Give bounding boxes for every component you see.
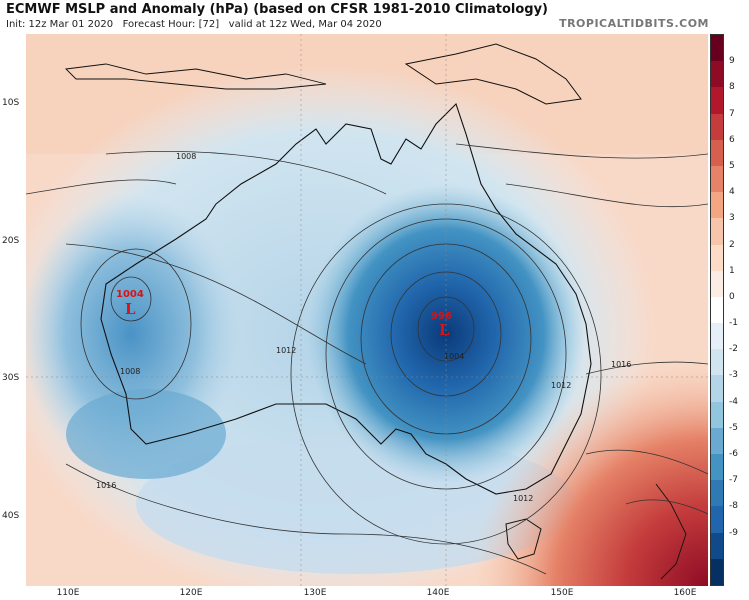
- colorbar-label: 9: [729, 56, 735, 67]
- new-zealand-coastline: [655, 483, 687, 580]
- isobar-1012-north: [65, 243, 367, 365]
- colorbar-segment: [711, 139, 723, 167]
- colorbar-segment: [711, 323, 723, 350]
- brand-label: TROPICALTIDBITS.COM: [559, 17, 709, 30]
- isobar-1004-west: [110, 276, 152, 322]
- indonesia-coastline: [65, 63, 327, 90]
- isobar-label: 1012: [513, 494, 534, 503]
- colorbar-segment: [711, 454, 723, 481]
- isobar-label: 1004: [444, 352, 465, 361]
- isobar-label: 1012: [551, 381, 572, 390]
- low-pressure-value-east: 996: [431, 311, 452, 322]
- isobar-1020-se: [585, 449, 708, 475]
- colorbar-label: -6: [729, 449, 738, 460]
- init-time: Init: 12z Mar 01 2020: [6, 19, 114, 30]
- colorbar-segment: [711, 506, 723, 534]
- colorbar-segment: [711, 427, 723, 455]
- isobar-label: 1008: [120, 367, 141, 376]
- lon-label: 160E: [673, 588, 697, 598]
- colorbar-segment: [711, 480, 723, 507]
- lon-label: 140E: [426, 588, 450, 598]
- low-symbol-west: L: [125, 300, 136, 318]
- low-pressure-value-west: 1004: [116, 289, 144, 300]
- colorbar-label: 4: [729, 187, 735, 198]
- colorbar-segment: [711, 165, 723, 193]
- colorbar-segment: [711, 296, 723, 324]
- map-title: ECMWF MSLP and Anomaly (hPa) (based on C…: [6, 2, 548, 17]
- colorbar-label: 6: [729, 134, 735, 145]
- colorbar-segment: [711, 113, 723, 141]
- lat-label: 20S: [2, 236, 20, 246]
- colorbar-label: 0: [729, 291, 735, 302]
- isobar-north-high: [505, 183, 708, 208]
- colorbar-label: 2: [729, 239, 735, 250]
- colorbar-label: -8: [729, 501, 738, 512]
- isobar-1016-east: [585, 361, 708, 375]
- isobar-north-high-2: [455, 143, 708, 159]
- colorbar-segment: [711, 35, 723, 62]
- lat-label: 30S: [2, 373, 20, 383]
- colorbar-label: 7: [729, 108, 735, 119]
- colorbar-label: 3: [729, 213, 735, 224]
- isobar-1012-nw: [26, 179, 177, 195]
- header: ECMWF MSLP and Anomaly (hPa) (based on C…: [0, 0, 749, 34]
- colorbar-label: 1: [729, 265, 735, 276]
- isobar-label: 1012: [276, 346, 297, 355]
- low-symbol-east: L: [439, 321, 450, 339]
- colorbar-label: 5: [729, 160, 735, 171]
- colorbar-segment: [711, 61, 723, 88]
- australia-coastline: [100, 102, 592, 495]
- isobar-label: 1008: [176, 152, 197, 161]
- map-panel: 1004 L 996 L 1008 1004 1012 1008 1012 10…: [26, 34, 708, 586]
- colorbar-segment: [711, 87, 723, 115]
- isobar-label: 1016: [96, 481, 117, 490]
- map-subtitle: Init: 12z Mar 01 2020 Forecast Hour: [72…: [6, 19, 382, 30]
- colorbar-label: -2: [729, 344, 738, 355]
- lon-label: 150E: [550, 588, 574, 598]
- colorbar-label: -7: [729, 475, 738, 486]
- mslp-anomaly-map: [26, 34, 708, 586]
- lat-label: 40S: [2, 511, 20, 521]
- colorbar-segment: [711, 218, 723, 246]
- valid-time: valid at 12z Wed, Mar 04 2020: [228, 19, 382, 30]
- colorbar-label: -1: [729, 318, 738, 329]
- southwest-anomaly: [66, 389, 226, 479]
- colorbar: [710, 34, 724, 586]
- graticule: [26, 34, 708, 586]
- colorbar-segment: [711, 270, 723, 298]
- isobar-1024-se: [625, 499, 708, 515]
- colorbar-segment: [711, 401, 723, 429]
- colorbar-label: -9: [729, 527, 738, 538]
- colorbar-segment: [711, 532, 723, 560]
- lon-label: 120E: [179, 588, 203, 598]
- colorbar-segment: [711, 192, 723, 219]
- lat-label: 10S: [2, 98, 20, 108]
- colorbar-label: -3: [729, 370, 738, 381]
- lon-label: 130E: [303, 588, 327, 598]
- colorbar-segment: [711, 244, 723, 272]
- colorbar-label: 8: [729, 82, 735, 93]
- new-guinea-coastline: [404, 43, 582, 105]
- colorbar-label: -4: [729, 396, 738, 407]
- isobar-label: 1016: [611, 360, 632, 369]
- forecast-hour: Forecast Hour: [72]: [122, 19, 220, 30]
- lon-label: 110E: [56, 588, 80, 598]
- colorbar-segment: [711, 558, 723, 586]
- isobar-1008-west: [80, 248, 192, 400]
- colorbar-segment: [711, 375, 723, 403]
- tasmania-coastline: [505, 518, 542, 560]
- isobar-1008-north: [105, 151, 387, 195]
- colorbar-segment: [711, 349, 723, 376]
- colorbar-label: -5: [729, 422, 738, 433]
- isobar-1016-sw: [65, 463, 547, 575]
